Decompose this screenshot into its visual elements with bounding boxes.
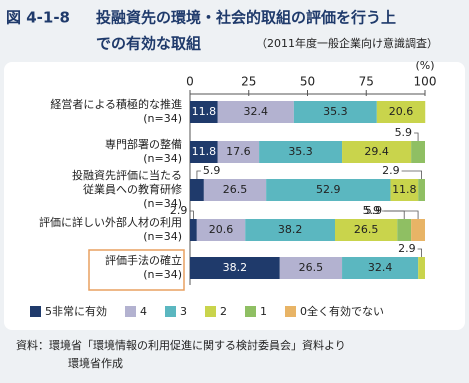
y-tick-label: (n=34) — [143, 268, 182, 281]
data-label: 5.9 — [203, 164, 221, 177]
x-tick-label: 50 — [300, 75, 315, 89]
callout-line — [414, 132, 419, 141]
data-label: 2.9 — [382, 164, 400, 177]
bar-segment — [411, 141, 425, 163]
bar-segment — [259, 141, 343, 163]
y-tick-label: 経営者による積極的な推進 — [50, 97, 182, 111]
subtitle: （2011年度一般企業向け意識調査） — [256, 36, 438, 50]
y-tick-label: 従業員への教育研修 — [83, 182, 182, 196]
bar-segment — [390, 179, 419, 201]
legend-swatch — [125, 306, 136, 317]
y-tick-label: (n=34) — [143, 197, 182, 210]
data-label: 38.2 — [223, 261, 248, 274]
source: 環境省作成 — [68, 356, 123, 370]
data-label: 5.9 — [395, 126, 413, 139]
bar-segment — [196, 219, 246, 241]
highlight-box — [88, 249, 185, 291]
data-label: 35.3 — [323, 105, 348, 118]
chart-title: での有効な取組 — [96, 35, 201, 53]
bar-segment — [376, 101, 426, 123]
unit-label: (%) — [415, 59, 434, 72]
bar-segment — [397, 219, 412, 241]
callout-line — [382, 210, 419, 219]
x-tick-label: 75 — [359, 75, 374, 89]
y-tick-label: 投融資先評価に当たる — [72, 168, 182, 182]
bar-segment — [245, 219, 335, 241]
bar-segment — [418, 257, 425, 279]
legend-swatch — [245, 306, 256, 317]
bar-segment — [217, 141, 260, 163]
bar-segment — [411, 219, 425, 241]
y-tick-label: (n=34) — [143, 230, 182, 243]
data-label: 20.6 — [209, 223, 234, 236]
data-label: 26.5 — [299, 261, 324, 274]
legend-swatch — [165, 306, 176, 317]
legend-label: 1 — [260, 305, 267, 318]
bar-segment — [342, 141, 412, 163]
bar-segment — [190, 141, 218, 163]
legend-label: 0全く有効でない — [300, 304, 384, 318]
data-label: 11.8 — [192, 145, 217, 158]
legend-swatch — [285, 306, 296, 317]
bar-segment — [342, 257, 419, 279]
data-label: 29.4 — [364, 145, 389, 158]
bar-segment — [203, 179, 267, 201]
data-label: 20.6 — [389, 105, 414, 118]
legend-label: 5非常に有効 — [45, 304, 107, 318]
data-label: 52.9 — [316, 183, 341, 196]
y-tick-label: 評価に詳しい外部人材の利用 — [39, 215, 182, 229]
bar-segment — [279, 257, 343, 279]
callout-line — [417, 248, 422, 257]
bar-segment — [293, 101, 377, 123]
data-label: 38.2 — [278, 223, 303, 236]
data-label: 35.3 — [288, 145, 313, 158]
figure-label: 図 4-1-8 — [6, 9, 70, 27]
data-label: 32.4 — [244, 105, 269, 118]
data-label: 32.4 — [368, 261, 393, 274]
legend-label: 4 — [140, 305, 147, 318]
data-label: 2.9 — [398, 242, 416, 255]
data-label: 11.8 — [192, 105, 217, 118]
callout-line — [196, 170, 201, 179]
data-label: 5.9 — [365, 204, 383, 217]
callout-line — [401, 170, 422, 179]
bar-segment — [217, 101, 294, 123]
x-tick-label: 0 — [186, 75, 194, 89]
bar-segment — [190, 179, 204, 201]
legend-label: 2 — [220, 305, 227, 318]
data-label: 26.5 — [354, 223, 379, 236]
data-label: 11.8 — [392, 183, 417, 196]
bar-segment — [334, 219, 398, 241]
bar-segment — [418, 179, 425, 201]
data-label: 26.5 — [223, 183, 248, 196]
bar-segment — [190, 101, 218, 123]
data-label: 5.9 — [363, 204, 381, 217]
data-label: 17.6 — [226, 145, 251, 158]
bar-segment — [190, 257, 280, 279]
y-tick-label: 評価手法の確立 — [105, 253, 182, 267]
y-tick-label: (n=34) — [143, 152, 182, 165]
legend-label: 3 — [180, 305, 187, 318]
callout-line — [189, 210, 194, 219]
legend-swatch — [30, 306, 41, 317]
chart-title: 投融資先の環境・社会的取組の評価を行う上 — [96, 9, 396, 27]
x-tick-label: 100 — [414, 75, 437, 89]
legend-swatch — [205, 306, 216, 317]
data-label: 2.9 — [170, 204, 188, 217]
bar-segment — [266, 179, 391, 201]
source: 資料：環境省「環境情報の利用促進に関する検討委員会」資料より — [16, 338, 346, 352]
y-tick-label: (n=34) — [143, 112, 182, 125]
y-tick-label: 専門部署の整備 — [105, 137, 182, 151]
bar-segment — [190, 219, 197, 241]
x-tick-label: 25 — [241, 75, 256, 89]
